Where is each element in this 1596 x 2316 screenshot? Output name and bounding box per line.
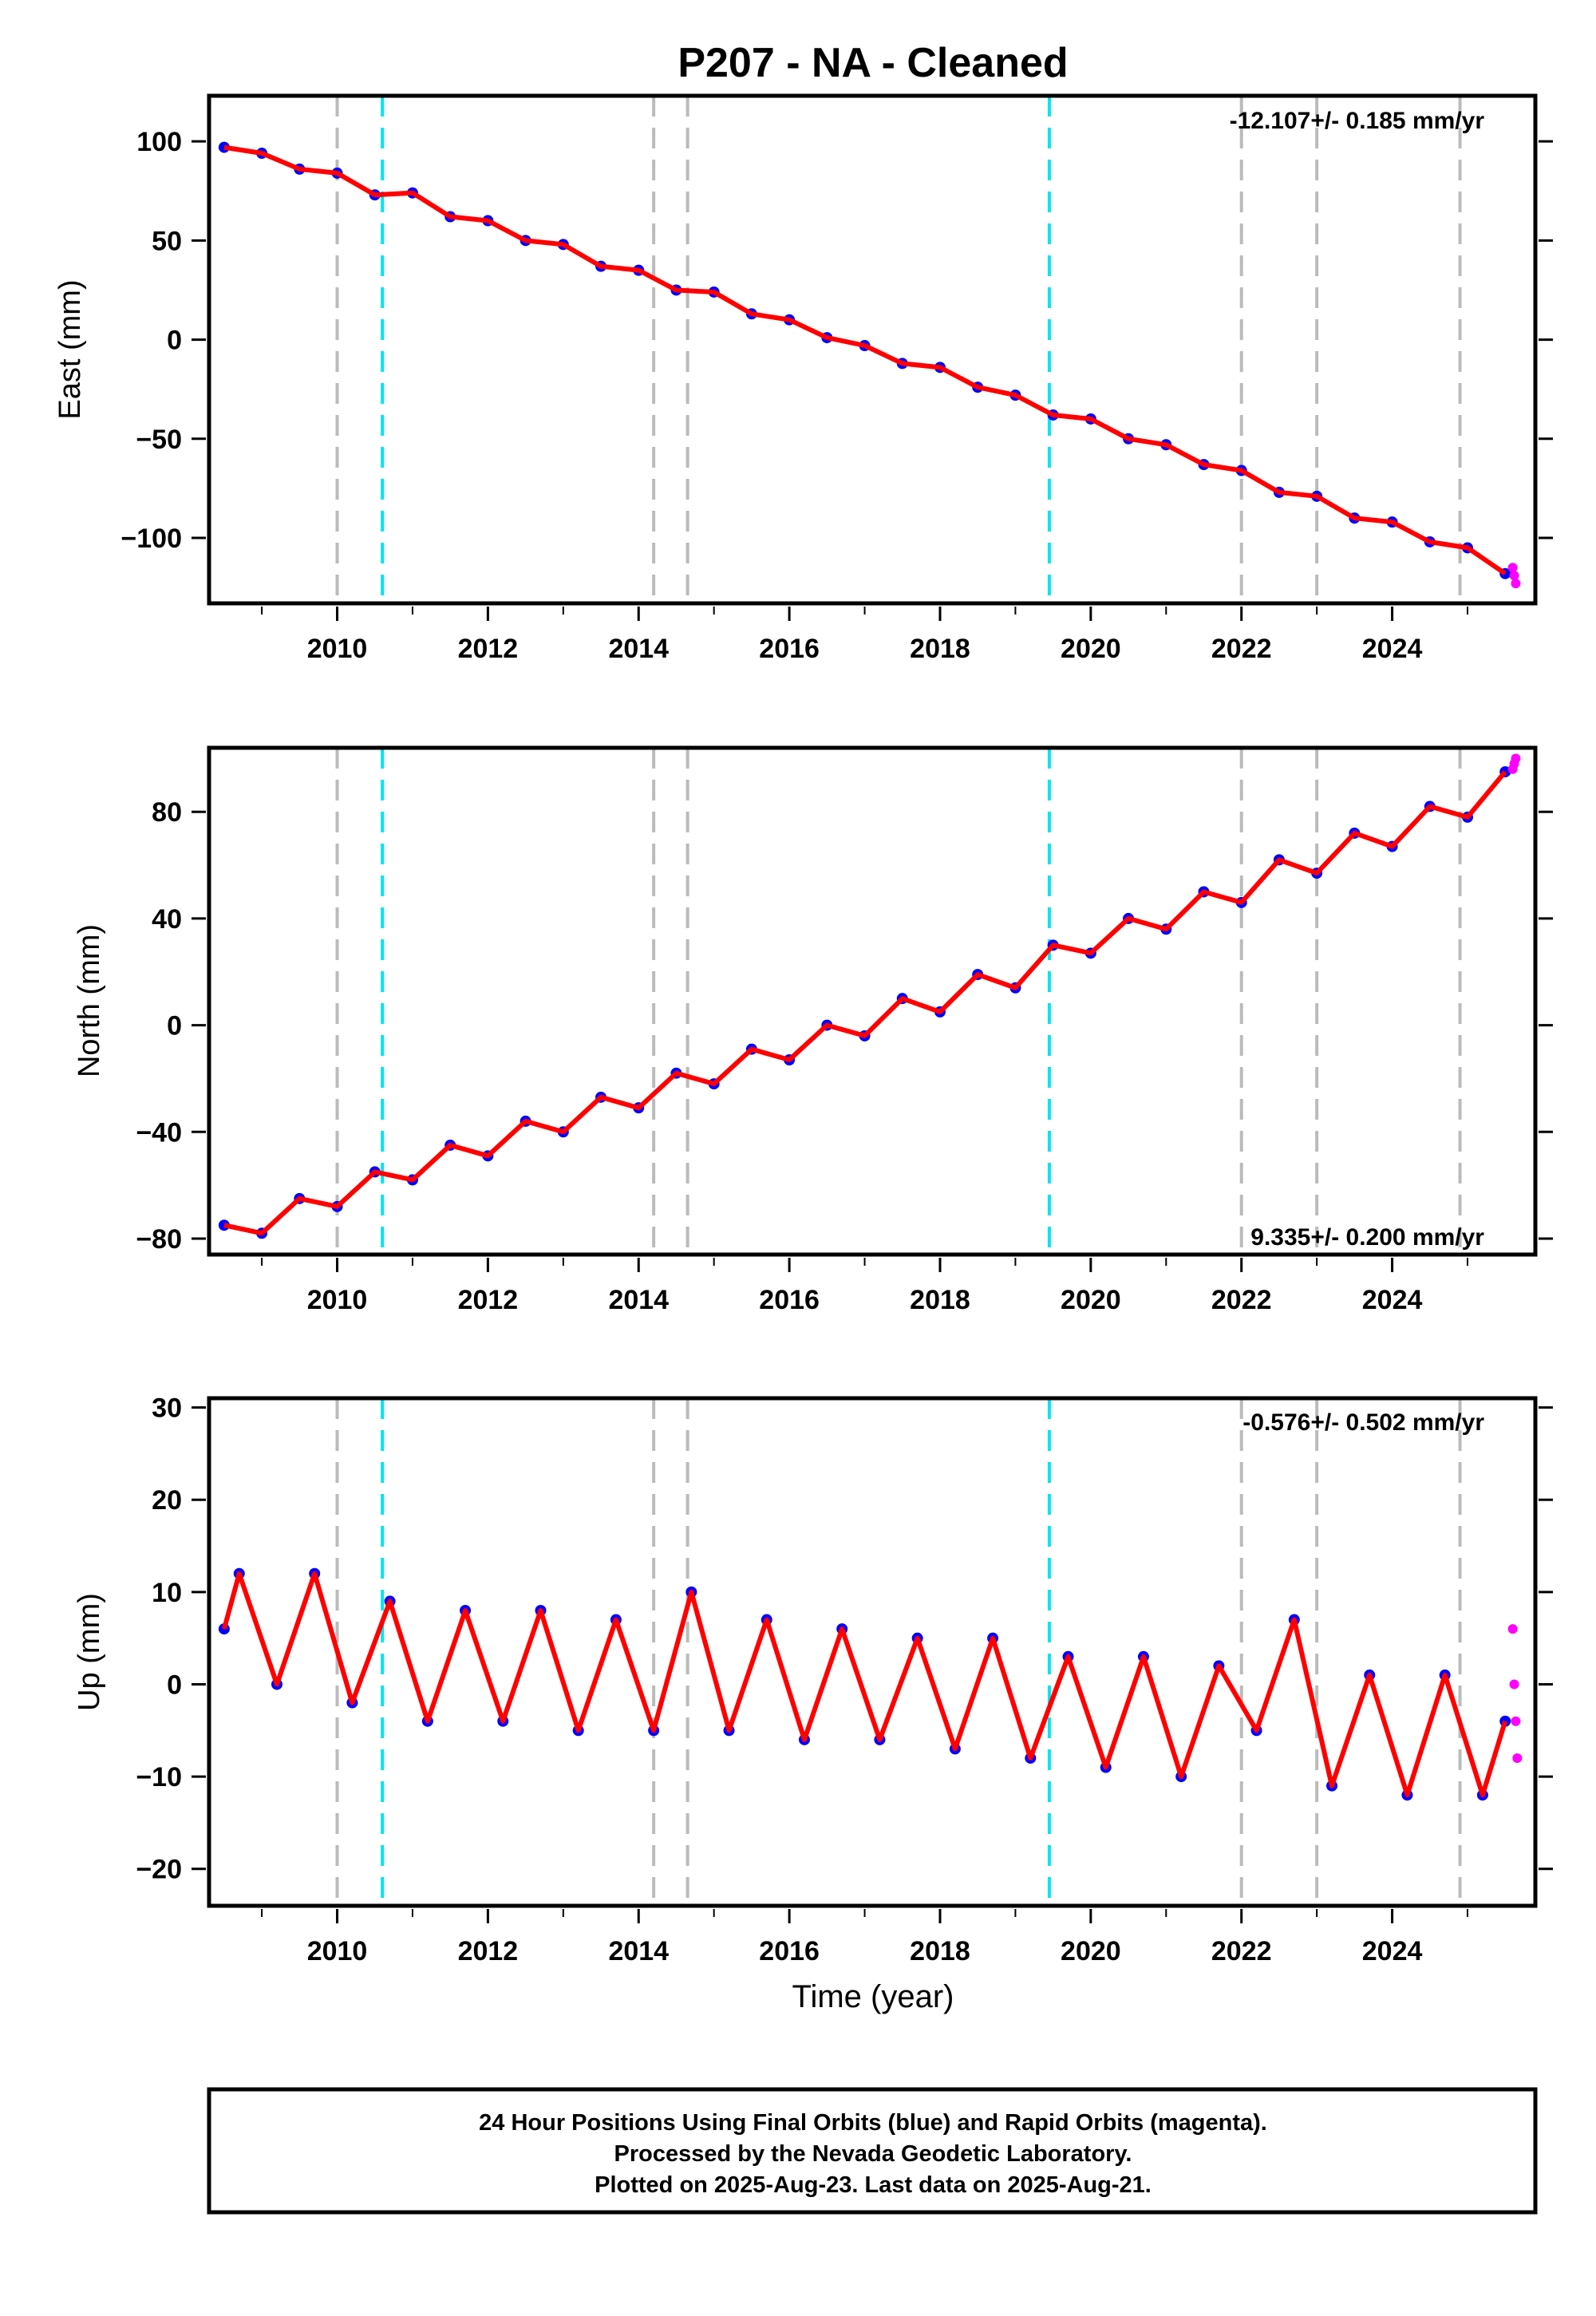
x-tick-label: 2012 [458,1285,519,1315]
velocity-rate-label: -12.107+/- 0.185 mm/yr [1230,108,1485,134]
rapid-orbit-point [1511,579,1521,589]
axis-ticks: 2010 2012 2014 2016 2018 2020 2022 20243020100−… [136,1393,1553,1966]
plot-frame [207,745,1538,1257]
y-axis-label: Up (mm) [73,1593,106,1711]
rapid-orbit-point [1509,571,1519,581]
x-tick-label: 2012 [458,634,519,664]
x-tick-label: 2012 [458,1936,519,1966]
x-tick-label: 2010 [307,634,368,664]
y-tick-label: 20 [152,1485,182,1516]
reference-lines [335,96,1462,603]
y-tick-label: −20 [136,1855,182,1885]
model-fit [223,144,1507,576]
velocity-rate-label: 9.335+/- 0.200 mm/yr [1250,1224,1484,1251]
reference-lines [335,748,1462,1255]
footer-box [207,2087,1538,2215]
up-panel: 2010 2012 2014 2016 2018 2020 2022 20243020100−… [73,1393,1553,1966]
x-tick-label: 2024 [1362,1936,1423,1966]
rapid-orbit-point [1507,563,1518,573]
plot-frame [207,93,1538,606]
y-tick-label: −80 [136,1224,182,1255]
footer-line-3: Plotted on 2025-Aug-23. Last data on 202… [595,2172,1152,2198]
y-tick-label: −10 [136,1762,182,1792]
y-tick-label: −100 [120,524,182,554]
x-tick-label: 2016 [759,1936,820,1966]
x-tick-label: 2018 [910,1285,970,1315]
x-tick-label: 2018 [910,1936,970,1966]
y-axis-label: East (mm) [53,279,87,419]
model-fit [223,770,1507,1236]
footer-line-1: 24 Hour Positions Using Final Orbits (bl… [479,2110,1267,2136]
x-tick-label: 2020 [1061,1285,1121,1315]
north-panel: 2010 2012 2014 2016 2018 2020 2022 2024 80 40 0 −40… [73,745,1553,1315]
x-tick-label: 2024 [1362,1285,1423,1315]
model-fit-line [222,1571,1508,1798]
axis-ticks: 2010 2012 2014 2016 2018 2020 2022 2024 80 40 0 −40… [136,797,1553,1315]
plot-frame [207,1396,1538,1908]
x-tick-label: 2014 [608,1936,669,1966]
x-tick-label: 2010 [307,1285,368,1315]
rapid-orbit-points [1507,563,1521,589]
x-tick-label: 2014 [608,634,669,664]
rapid-orbit-point [1511,753,1521,764]
x-tick-label: 2024 [1362,634,1423,664]
reference-lines [335,1398,1462,1906]
y-tick-label: 0 [167,326,182,356]
footer-line-2: Processed by the Nevada Geodetic Laborat… [614,2141,1132,2167]
y-tick-label: 10 [152,1578,182,1608]
x-tick-label: 2022 [1211,1285,1272,1315]
chart-title: P207 - NA - Cleaned [678,40,1068,86]
x-tick-label: 2018 [910,634,970,664]
velocity-rate-label: -0.576+/- 0.502 mm/yr [1242,1409,1484,1436]
x-tick-label: 2020 [1061,1936,1121,1966]
x-tick-label: 2022 [1211,634,1272,664]
model-fit-line [223,144,1507,576]
y-tick-label: 50 [152,226,182,256]
axis-ticks: 2010 2012 2014 2016 2018 2020 2022 2024 100 50 0 −5… [120,127,1553,664]
x-tick-label: 2016 [759,634,820,664]
y-tick-label: −40 [136,1117,182,1148]
rapid-orbit-points [1507,753,1521,774]
rapid-orbit-point [1511,1716,1521,1726]
x-axis-label: Time (year) [792,1979,954,2014]
x-tick-label: 2022 [1211,1936,1272,1966]
rapid-orbit-point [1509,1679,1519,1690]
y-tick-label: 0 [167,1670,182,1700]
y-tick-label: 0 [167,1011,182,1041]
x-tick-label: 2010 [307,1936,368,1966]
rapid-orbit-points [1507,1624,1523,1763]
y-tick-label: −50 [136,425,182,455]
footer-note: 24 Hour Positions Using Final Orbits (bl… [207,2087,1538,2215]
x-tick-label: 2020 [1061,634,1121,664]
y-tick-label: 30 [152,1393,182,1424]
x-tick-label: 2014 [608,1285,669,1315]
y-axis-label: North (mm) [73,924,106,1077]
y-tick-label: 40 [152,904,182,935]
x-tick-label: 2016 [759,1285,820,1315]
rapid-orbit-point [1512,1753,1523,1763]
model-fit-line [223,770,1507,1236]
y-tick-label: 100 [136,127,182,157]
y-tick-label: 80 [152,797,182,828]
rapid-orbit-point [1507,1624,1518,1634]
east-panel: 2010 2012 2014 2016 2018 2020 2022 2024 100 50 0 −5… [53,93,1553,664]
model-fit [222,1571,1508,1798]
